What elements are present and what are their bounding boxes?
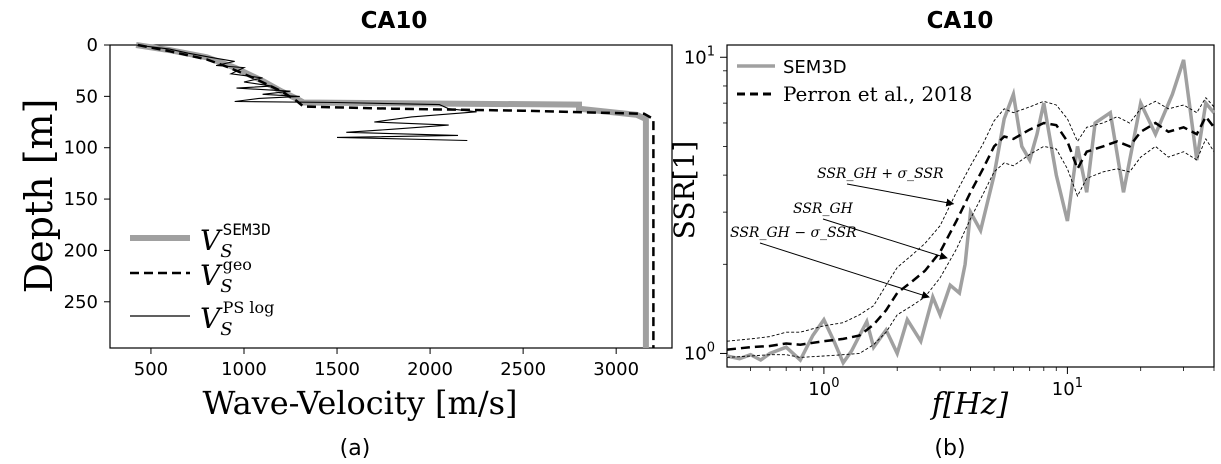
- panel-a-series-line-dashed-black: [137, 43, 655, 348]
- panel-a-series: [135, 42, 655, 348]
- panel-a-x-tick-label: 3000: [593, 359, 639, 380]
- panel-a-x-tick-label: 500: [134, 359, 168, 380]
- panel-a-caption: (a): [340, 436, 371, 461]
- panel-a-legend: VSSEM3D VSgeo VSPS log: [130, 220, 274, 340]
- panel-b-x-axis-label: f[Hz]: [930, 387, 1009, 422]
- panel-b: CA10 100 101 100 101 SSR[1] f[Hz] SEM3D Pe…: [668, 8, 1216, 461]
- panel-b-annotations: SSR_GH + σ_SSR SSR_GH SSR_GH − σ_SSR: [730, 166, 955, 299]
- panel-b-y-axis-label: SSR[1]: [668, 141, 701, 240]
- panel-a-title: CA10: [361, 8, 428, 34]
- panel-b-annotation-arrow: [846, 183, 955, 207]
- panel-b-x-tick-label: 100: [808, 376, 839, 400]
- panel-b-series-line-perron-et-al-2018: [726, 114, 1215, 351]
- legend-label-b-sem3d: SEM3D: [783, 57, 847, 78]
- panel-b-annotation-arrow: [822, 218, 948, 260]
- panel-a-x-ticks: 500 1000 1500 2000 2500 3000: [134, 348, 639, 380]
- panel-a-y-ticks: 0 50 100 150 200 250: [64, 35, 110, 313]
- panel-b-annotation-label: SSR_GH + σ_SSR: [817, 166, 944, 182]
- panel-b-annotation-label: SSR_GH − σ_SSR: [730, 225, 857, 241]
- legend-label-geo: VSgeo: [200, 255, 252, 297]
- panel-b-series: [726, 59, 1216, 367]
- panel-b-title: CA10: [927, 8, 994, 34]
- panel-a-y-tick-label: 200: [64, 240, 98, 261]
- panel-b-series-line-thin-dashed: [726, 137, 1215, 358]
- panel-a-y-tick-label: 150: [64, 189, 98, 210]
- panel-a-y-axis-label: Depth [m]: [17, 99, 61, 294]
- panel-a-series-line-thin-black: [136, 44, 477, 142]
- legend-label-sem3d: VSSEM3D: [200, 220, 271, 262]
- panel-a-frame: [109, 44, 673, 349]
- panel-b-annotation-arrow: [759, 242, 930, 299]
- panel-a-x-axis-label: Wave-Velocity [m/s]: [202, 384, 517, 422]
- panel-a-y-tick-label: 50: [75, 86, 98, 107]
- panel-b-annotation-label: SSR_GH: [793, 201, 854, 217]
- legend-label-pslog: VSPS log: [200, 298, 274, 340]
- panel-a-y-tick-label: 100: [64, 138, 98, 159]
- panel-b-caption: (b): [934, 436, 965, 461]
- panel-b-y-tick-label: 101: [684, 44, 715, 68]
- panel-a-x-tick-label: 2000: [407, 359, 453, 380]
- panel-a-y-tick-label: 0: [87, 35, 98, 56]
- panel-b-series-line-sem3d: [726, 59, 1216, 367]
- panel-b-y-ticks: 100 101: [684, 44, 727, 364]
- panel-b-x-tick-label: 101: [1052, 376, 1083, 400]
- panel-a-y-tick-label: 250: [64, 292, 98, 313]
- panel-b-y-tick-label: 100: [684, 340, 715, 364]
- panel-b-x-ticks: 100 101: [750, 367, 1215, 400]
- panel-a-x-tick-label: 1000: [221, 359, 267, 380]
- panel-a: CA10 0 50 100 150 200 250 500 1000 1500 2000 2500…: [17, 8, 673, 461]
- panel-a-x-tick-label: 1500: [314, 359, 360, 380]
- panel-a-x-tick-label: 2500: [500, 359, 546, 380]
- panel-b-legend: SEM3D Perron et al., 2018: [737, 57, 972, 106]
- legend-label-b-perron: Perron et al., 2018: [783, 82, 972, 106]
